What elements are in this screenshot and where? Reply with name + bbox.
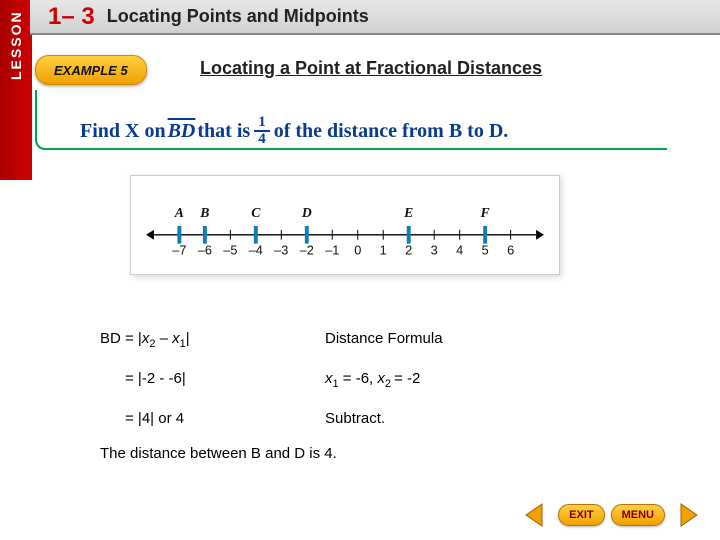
- svg-text:–4: –4: [249, 242, 263, 257]
- solution-steps: BD = |x2 – x1|Distance Formula = |-2 - -…: [100, 320, 443, 437]
- svg-text:–5: –5: [223, 242, 237, 257]
- svg-text:–2: –2: [300, 242, 314, 257]
- solution-rhs: Subtract.: [325, 400, 443, 437]
- lesson-tab: LESSON: [0, 0, 32, 180]
- solution-row: = |4| or 4Subtract.: [100, 400, 443, 437]
- solution-lhs: = |4| or 4: [100, 400, 325, 437]
- header-bar: 1– 3 Locating Points and Midpoints: [30, 0, 720, 35]
- solution-lhs: = |-2 - -6|: [100, 360, 325, 400]
- svg-text:4: 4: [456, 242, 463, 257]
- fraction-numerator: 1: [254, 115, 270, 132]
- svg-text:–7: –7: [172, 242, 186, 257]
- nav-controls: EXIT MENU: [518, 498, 705, 532]
- lesson-title: Locating Points and Midpoints: [107, 6, 369, 27]
- prompt-post: of the distance from B to D.: [274, 120, 509, 143]
- svg-text:F: F: [480, 205, 490, 220]
- svg-text:2: 2: [405, 242, 412, 257]
- fraction: 1 4: [254, 115, 270, 147]
- solution-row: BD = |x2 – x1|Distance Formula: [100, 320, 443, 360]
- svg-text:5: 5: [482, 242, 489, 257]
- number-line-svg: –7 –6 –5 –4 –3 –2 –1 0 1 2 3 4 5 6 AB C D E F: [131, 176, 559, 274]
- svg-text:C: C: [251, 205, 261, 220]
- svg-text:B: B: [199, 205, 209, 220]
- solution-rhs: x1 = -6, x2 = -2: [325, 360, 443, 400]
- solution-row: = |-2 - -6|x1 = -6, x2 = -2: [100, 360, 443, 400]
- svg-text:–1: –1: [325, 242, 339, 257]
- svg-text:A: A: [174, 205, 184, 220]
- menu-button[interactable]: MENU: [611, 504, 665, 526]
- svg-text:6: 6: [507, 242, 514, 257]
- solution-rhs: Distance Formula: [325, 320, 443, 360]
- svg-text:0: 0: [354, 242, 361, 257]
- exit-button[interactable]: EXIT: [558, 504, 604, 526]
- example-pill: EXAMPLE 5: [35, 55, 147, 85]
- next-button[interactable]: [671, 498, 705, 532]
- svg-text:3: 3: [431, 242, 438, 257]
- svg-text:–6: –6: [198, 242, 212, 257]
- lesson-number: 1– 3: [48, 3, 95, 31]
- solution-lhs: BD = |x2 – x1|: [100, 320, 325, 360]
- number-line: –7 –6 –5 –4 –3 –2 –1 0 1 2 3 4 5 6 AB C D E F: [130, 175, 560, 275]
- svg-text:–3: –3: [274, 242, 288, 257]
- conclusion: The distance between B and D is 4.: [100, 445, 337, 462]
- divider: [35, 90, 47, 150]
- prev-button[interactable]: [518, 498, 552, 532]
- fraction-denominator: 4: [254, 132, 270, 147]
- problem-prompt: Find X on BD that is 1 4 of the distance…: [80, 115, 508, 147]
- prompt-pre: Find X on: [80, 120, 166, 143]
- svg-text:D: D: [301, 205, 312, 220]
- prompt-mid: that is: [197, 120, 250, 143]
- solution-table: BD = |x2 – x1|Distance Formula = |-2 - -…: [100, 320, 443, 437]
- segment-bd: BD: [166, 120, 198, 143]
- svg-text:E: E: [403, 205, 413, 220]
- svg-text:1: 1: [380, 242, 387, 257]
- example-subtitle: Locating a Point at Fractional Distances: [200, 58, 542, 79]
